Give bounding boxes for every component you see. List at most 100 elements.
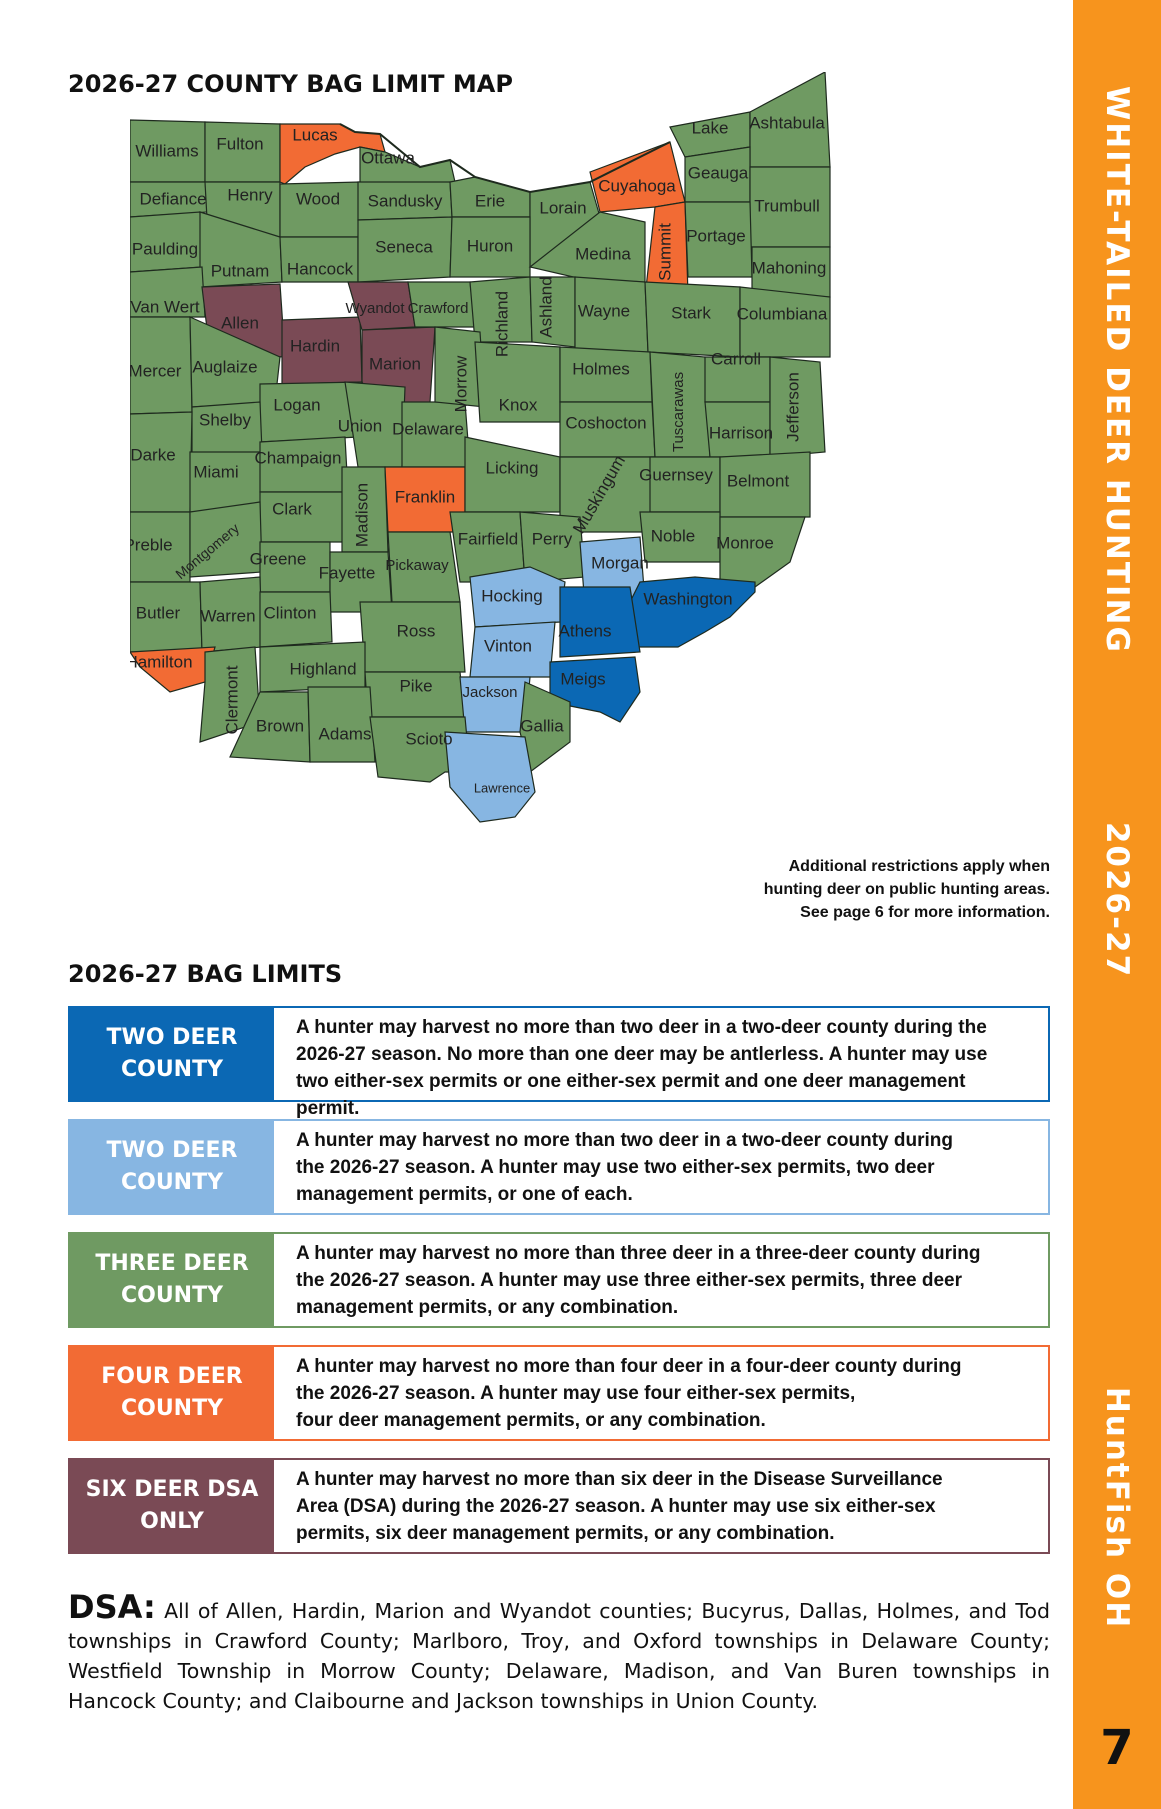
county-label-highland: Highland — [289, 659, 356, 678]
county-label-fayette: Fayette — [319, 563, 376, 582]
sidebar-brand: HuntFish OH — [1099, 1386, 1135, 1630]
ohio-county-map: Williams Fulton Lucas Ottawa Defiance Henry Wo… — [130, 72, 831, 823]
county-label-darke: Darke — [130, 445, 175, 464]
county-label-cuyahoga: Cuyahoga — [598, 176, 676, 195]
county-label-clermont: Clermont — [222, 665, 241, 734]
county-label-clinton: Clinton — [264, 603, 317, 622]
county-label-huron: Huron — [467, 236, 513, 255]
legend-description: A hunter may harvest no more than four d… — [274, 1347, 975, 1439]
county-label-belmont: Belmont — [727, 471, 790, 490]
county-label-miami: Miami — [193, 462, 238, 481]
county-label-portage: Portage — [686, 226, 746, 245]
dsa-text: All of Allen, Hardin, Marion and Wyandot… — [68, 1599, 1050, 1713]
county-label-ashtabula: Ashtabula — [749, 113, 825, 132]
county-label-mahoning: Mahoning — [752, 258, 827, 277]
legend-label: SIX DEER DSA ONLY — [70, 1460, 274, 1552]
legend-label: TWO DEER COUNTY — [70, 1008, 274, 1100]
legend-row-three-deer: THREE DEER COUNTY A hunter may harvest n… — [68, 1232, 1050, 1328]
county-label-lorain: Lorain — [539, 198, 586, 217]
legend-line: A hunter may harvest no more than four d… — [296, 1356, 962, 1377]
county-label-shelby: Shelby — [199, 410, 251, 429]
county-label-richland: Richland — [492, 291, 511, 357]
county-label-athens: Athens — [559, 621, 612, 640]
legend-description: A hunter may harvest no more than three … — [274, 1234, 995, 1326]
county-label-clark: Clark — [272, 499, 312, 518]
legend-line: A hunter may harvest no more than three … — [296, 1243, 981, 1264]
county-label-monroe: Monroe — [716, 533, 774, 552]
county-lawrence — [444, 731, 536, 823]
county-label-henry: Henry — [227, 185, 273, 204]
county-clermont — [199, 646, 261, 743]
legend-line: Area (DSA) during the 2026-27 season. A … — [296, 1496, 936, 1517]
county-label-ashland: Ashland — [536, 276, 555, 337]
county-label-hancock: Hancock — [287, 259, 354, 278]
county-belmont — [719, 451, 811, 518]
map-heading: 2026-27 COUNTY BAG LIMIT MAP — [68, 70, 513, 98]
county-label-jefferson: Jefferson — [783, 372, 802, 442]
legend-row-six-deer-dsa: SIX DEER DSA ONLY A hunter may harvest n… — [68, 1458, 1050, 1554]
county-label-delaware: Delaware — [392, 419, 464, 438]
county-label-marion: Marion — [369, 354, 421, 373]
county-label-greene: Greene — [250, 549, 307, 568]
legend-description: A hunter may harvest no more than two de… — [274, 1121, 967, 1213]
dsa-paragraph: DSA: All of Allen, Hardin, Marion and Wy… — [68, 1591, 1050, 1716]
county-label-brown: Brown — [256, 716, 304, 735]
legend-line: 2026-27 season. No more than one deer ma… — [296, 1044, 988, 1065]
county-label-champaign: Champaign — [255, 448, 342, 467]
county-hamilton — [130, 646, 216, 693]
county-label-lucas: Lucas — [292, 125, 337, 144]
county-label-lawrence: Lawrence — [474, 780, 530, 795]
county-label-columbiana: Columbiana — [737, 304, 828, 323]
legend-line: two either-sex permits or one either-sex… — [296, 1071, 966, 1119]
county-label-logan: Logan — [273, 395, 320, 414]
county-label-gallia: Gallia — [520, 716, 564, 735]
county-label-morgan: Morgan — [591, 553, 649, 572]
county-label-guernsey: Guernsey — [639, 465, 713, 484]
county-label-franklin: Franklin — [395, 487, 455, 506]
county-label-allen: Allen — [221, 313, 259, 332]
county-label-crawford: Crawford — [408, 300, 469, 317]
county-label-union: Union — [338, 416, 382, 435]
county-label-fulton: Fulton — [216, 134, 263, 153]
county-label-morrow: Morrow — [451, 355, 470, 412]
map-note-line: Additional restrictions apply when — [788, 858, 1050, 875]
county-crawford — [407, 281, 476, 328]
county-athens — [559, 586, 641, 658]
sidebar-year: 2026-27 — [1099, 821, 1135, 979]
legend-line: A hunter may harvest no more than two de… — [296, 1130, 953, 1151]
county-monroe — [719, 516, 806, 588]
county-clinton — [259, 591, 333, 648]
county-label-trumbull: Trumbull — [754, 196, 820, 215]
county-label-holmes: Holmes — [572, 359, 630, 378]
county-columbiana — [739, 286, 831, 358]
county-label-butler: Butler — [136, 603, 181, 622]
county-label-hardin: Hardin — [290, 336, 340, 355]
county-label-ottawa: Ottawa — [361, 148, 415, 167]
county-label-ross: Ross — [397, 621, 436, 640]
county-label-summit: Summit — [655, 223, 674, 281]
county-label-wood: Wood — [296, 189, 340, 208]
page-number: 7 — [1100, 1720, 1134, 1776]
county-label-lake: Lake — [692, 118, 729, 137]
county-label-putnam: Putnam — [211, 261, 270, 280]
county-label-adams: Adams — [319, 724, 372, 743]
county-label-auglaize: Auglaize — [192, 357, 257, 376]
county-label-tuscarawas: Tuscarawas — [670, 372, 687, 452]
county-label-knox: Knox — [499, 395, 538, 414]
county-label-defiance: Defiance — [139, 189, 206, 208]
side-banner — [1073, 0, 1161, 1809]
county-label-hamilton: Hamilton — [130, 652, 193, 671]
legend-row-two-deer-light: TWO DEER COUNTY A hunter may harvest no … — [68, 1119, 1050, 1215]
legend-line: management permits, or any combination. — [296, 1297, 679, 1318]
county-label-hocking: Hocking — [481, 586, 542, 605]
county-adams — [307, 686, 376, 763]
legend-label: TWO DEER COUNTY — [70, 1121, 274, 1213]
legend-row-two-deer-dark: TWO DEER COUNTY A hunter may harvest no … — [68, 1006, 1050, 1119]
county-jefferson — [769, 356, 826, 458]
county-label-williams: Williams — [135, 141, 198, 160]
legend-line: the 2026-27 season. A hunter may use thr… — [296, 1270, 962, 1291]
county-label-van-wert: Van Wert — [130, 297, 200, 316]
county-label-jackson: Jackson — [462, 684, 517, 701]
bag-limits-heading: 2026-27 BAG LIMITS — [68, 960, 343, 988]
legend-line: the 2026-27 season. A hunter may use two… — [296, 1157, 935, 1178]
